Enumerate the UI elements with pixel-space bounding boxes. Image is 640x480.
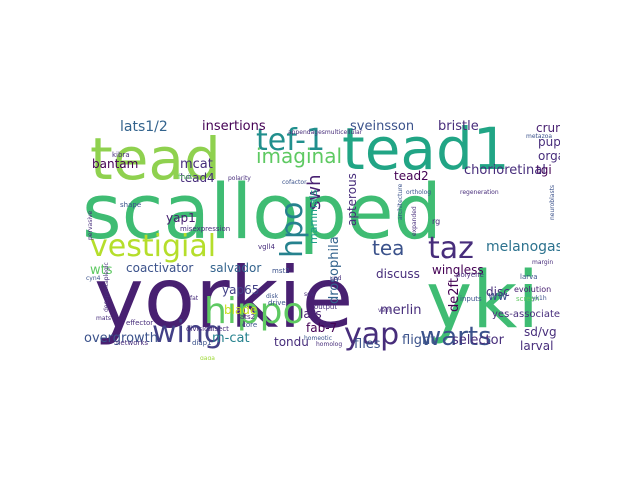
word-crumbs: crumbs: [536, 121, 560, 135]
word-cloud: tead tead1 scalloped yorkie yki hippo ve…: [80, 120, 560, 360]
word-merlin: merlin: [380, 303, 422, 318]
word-mammals: mammals: [307, 189, 320, 244]
word-architecture: architecture: [397, 183, 404, 220]
word-mcat: mcat: [180, 157, 213, 172]
word-expanded: expanded: [411, 206, 418, 236]
word-polyene: polyene: [456, 271, 484, 279]
word-fat: fat: [190, 295, 199, 302]
word-pervasive: pervasive: [87, 210, 94, 240]
word-imaginal: imaginal: [256, 144, 343, 168]
word-tead2: tead2: [394, 169, 429, 183]
word-coactivator: coactivator: [126, 261, 194, 275]
word-wts: wts: [90, 263, 113, 278]
word-yap: yap: [344, 317, 400, 352]
word-vgl4: vgll4: [258, 243, 275, 251]
word-insect: insect: [208, 325, 229, 333]
word-inputs: inputs: [460, 295, 482, 303]
word-evolution: evolution: [514, 285, 552, 294]
word-core: core: [242, 321, 258, 329]
word-lats12: lats1/2: [120, 120, 168, 135]
word-flight: flight: [402, 333, 436, 348]
word-selector: selector: [452, 333, 504, 348]
word-sveinsson: sveinsson: [350, 120, 415, 134]
word-yap1: yap1: [166, 211, 196, 225]
word-mats: mats: [96, 315, 111, 322]
word-lats: lats: [300, 307, 322, 321]
word-margin: margin: [532, 259, 554, 266]
word-tead4: tead4: [180, 171, 215, 185]
word-decapentaplegic: decapentaplegic: [103, 262, 110, 312]
word-division: division: [186, 325, 213, 333]
word-tea: tea: [372, 236, 405, 260]
word-chorioretinal: chorioretinal: [464, 163, 546, 178]
word-screen: screen: [516, 295, 540, 303]
word-yesassociated: yes-associated: [492, 309, 560, 320]
word-overgrowth: overgrowth: [84, 331, 158, 346]
word-disc: disc: [486, 285, 510, 299]
word-larval: larval: [520, 339, 554, 353]
word-sdvg: sd/vg: [524, 325, 557, 339]
word-sox: sox: [304, 291, 315, 298]
word-homolog: homolog: [316, 341, 343, 348]
word-hippo: hippo: [204, 291, 305, 332]
word-flies: flies: [354, 337, 381, 352]
word-appendages: appendagesmulticellular: [288, 129, 363, 136]
word-yki: yki: [426, 256, 540, 346]
word-homeotic: homeotic: [304, 335, 332, 342]
word-melanogaster: melanogaster: [486, 239, 560, 255]
word-tead1: tead1: [342, 120, 510, 183]
word-yap65: yap65: [222, 283, 260, 297]
word-wing: wing: [152, 315, 223, 350]
word-discuss: discuss: [376, 267, 420, 281]
word-rg: rg: [432, 217, 441, 226]
word-scalloped: scalloped: [82, 167, 442, 256]
word-bristle: bristle: [438, 120, 479, 134]
word-bantam: bantam: [92, 157, 139, 171]
word-drosophila: drosophila: [327, 236, 342, 304]
word-vein: vein: [378, 307, 391, 314]
word-tef1: tef-1: [256, 123, 326, 158]
word-insertions: insertions: [202, 120, 266, 134]
word-larva: larva: [520, 273, 538, 281]
word-cyn4: cyn4: [86, 275, 101, 282]
word-blade: blade: [224, 303, 258, 317]
word-ykl: yk1h: [532, 295, 547, 302]
word-taz: taz: [428, 231, 474, 266]
word-salvador: salvador: [210, 261, 262, 275]
word-apterous: apterous: [345, 173, 359, 226]
word-cofactor: cofactor: [282, 179, 307, 186]
word-fruit: fruit: [178, 173, 193, 181]
word-networks: networks: [116, 339, 149, 347]
word-shape: shape: [120, 201, 142, 209]
word-disk: disk: [266, 293, 279, 300]
word-wingless: wingless: [432, 263, 484, 277]
word-tead: tead: [90, 125, 221, 193]
word-gaga: gaga: [200, 355, 215, 361]
word-diap1: diap1: [192, 339, 212, 347]
word-tgi: tgi: [536, 163, 552, 177]
word-pupal: pupal: [538, 135, 560, 149]
word-neuroblasts: neuroblasts: [549, 184, 556, 220]
word-upd: upd: [330, 275, 342, 282]
word-vestigial: vestigial: [90, 229, 217, 264]
word-output: output: [314, 303, 338, 311]
word-ortholog: ortholog: [406, 189, 432, 196]
word-yorkie: yorkie: [94, 249, 354, 347]
word-organ: organ: [538, 149, 560, 163]
word-hpo: hpo: [275, 201, 310, 258]
word-mst2: mst2: [272, 267, 290, 275]
word-kibra: kibra: [112, 151, 130, 159]
word-fab7: fab-7: [306, 321, 338, 335]
word-mcat2: m-cat: [212, 331, 250, 346]
word-effector: effector: [126, 319, 154, 327]
word-warts: warts: [420, 322, 492, 352]
word-misexpression: misexpression: [180, 225, 231, 233]
word-polarity: polarity: [228, 175, 251, 182]
word-tondu: tondu: [274, 335, 309, 349]
word-regeneration: regeneration: [460, 189, 499, 196]
word-metazoa: metazoa: [526, 133, 553, 140]
word-ww: ww: [488, 289, 508, 303]
word-drive: drive: [268, 299, 286, 307]
word-lats2: lats2: [238, 313, 256, 321]
